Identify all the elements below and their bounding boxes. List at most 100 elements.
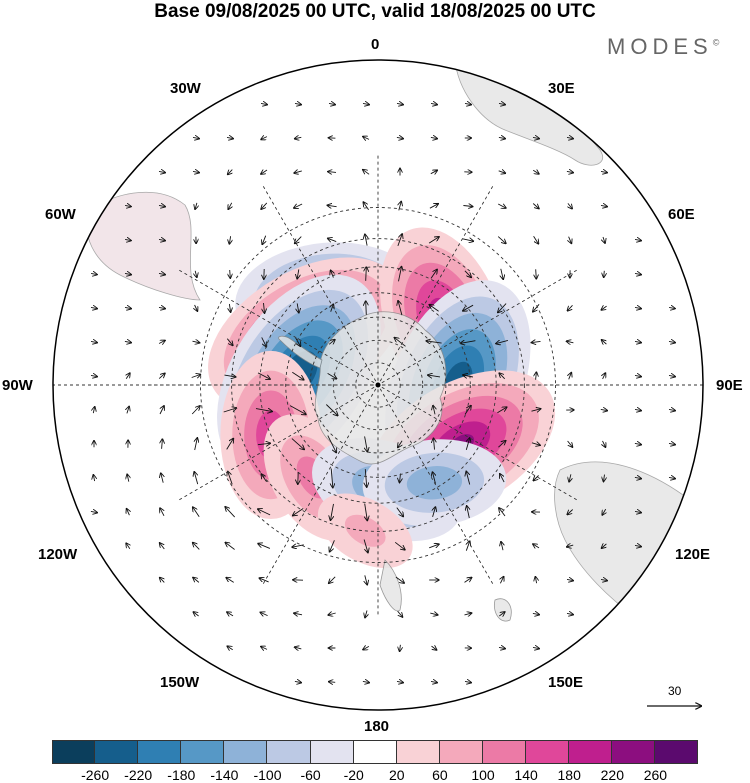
wind-vector (294, 203, 303, 208)
wind-vector (192, 171, 199, 172)
colorbar-cell (138, 740, 182, 764)
wind-vector (498, 647, 505, 648)
wind-vector (224, 375, 236, 377)
wind-vector (634, 477, 641, 478)
wind-vector (464, 406, 471, 415)
colorbar-tick-label: -140 (210, 767, 239, 783)
colorbar-tick-label: 220 (600, 767, 624, 783)
wind-vector (603, 373, 606, 380)
colorbar-tick-label: 180 (557, 767, 581, 783)
wind-vector (668, 341, 675, 342)
wind-vector (124, 341, 131, 342)
wind-vector (161, 473, 163, 483)
wind-vector (124, 273, 131, 274)
wind-vector (292, 545, 304, 547)
wind-vector (429, 305, 439, 312)
latitude-circle (332, 339, 424, 431)
latitude-circle (285, 292, 471, 478)
wind-vector (426, 341, 442, 343)
lon-label-90w: 90W (2, 377, 33, 394)
wind-vector (125, 239, 131, 240)
wind-vector (532, 647, 539, 648)
colorbar-tick-label: 60 (432, 767, 448, 783)
wind-vector (160, 406, 164, 415)
wind-vector (501, 542, 503, 551)
colorbar-cell (310, 740, 354, 764)
wind-vector (634, 409, 641, 410)
wind-vector (600, 171, 607, 172)
lon-label-180: 180 (364, 718, 390, 735)
wind-vector (192, 137, 199, 138)
wind-vector (260, 103, 267, 104)
wind-vector (533, 304, 540, 311)
wind-vector (668, 375, 675, 376)
wind-vector (366, 301, 367, 315)
wind-vector (228, 170, 233, 175)
lon-label-120e: 120E (675, 546, 711, 563)
wind-vector (464, 270, 471, 277)
wind-vector (327, 205, 337, 206)
wind-vector (228, 472, 233, 485)
wind-vector (569, 373, 572, 380)
wind-vector (634, 239, 641, 240)
wind-vector (602, 340, 607, 344)
wind-vector (500, 577, 503, 584)
wind-vector (399, 267, 402, 282)
wind-vector (466, 541, 469, 551)
antarctica (314, 311, 447, 465)
wind-vector (193, 578, 200, 583)
lon-label-60w: 60W (45, 206, 76, 223)
wind-vector (297, 303, 299, 312)
wind-vector (467, 506, 470, 519)
tasmania (493, 598, 512, 622)
wind-vector (158, 373, 165, 379)
wind-vector (500, 474, 505, 483)
map-title: Base 09/08/2025 00 UTC, valid 18/08/2025… (154, 1, 596, 22)
wind-vector (430, 270, 437, 279)
wind-vector (261, 137, 268, 140)
wind-vector (568, 304, 573, 310)
wind-vector (532, 203, 539, 209)
wind-vector (127, 509, 130, 516)
wind-vector (192, 341, 200, 343)
wind-vector (226, 137, 233, 138)
wind-vector (91, 273, 97, 274)
colorbar-cell (482, 740, 527, 764)
wind-vector (602, 508, 605, 515)
wind-vector (365, 234, 367, 246)
colorbar-tick-label: -60 (300, 767, 321, 783)
lon-label-30e: 30E (548, 80, 575, 97)
wind-vector (162, 439, 163, 449)
wind-vector (464, 681, 471, 682)
wind-vector (497, 204, 506, 208)
wind-vector (331, 503, 334, 520)
wind-vector (328, 172, 337, 173)
wind-vector (261, 474, 267, 483)
wind-vector (294, 613, 303, 615)
wind-vector (497, 407, 506, 414)
meridian-line (381, 386, 580, 502)
wind-vector (501, 268, 503, 279)
wind-vector (634, 443, 641, 444)
wind-vector (396, 507, 403, 517)
wind-vector (90, 307, 97, 308)
colorbar-tick-label: 100 (471, 767, 495, 783)
wind-vector (566, 579, 573, 580)
wind-vector (431, 646, 437, 650)
wind-vector (398, 440, 402, 448)
wind-vector (331, 468, 333, 488)
wind-vector (365, 436, 368, 451)
wind-vector (125, 205, 131, 206)
wind-vector (325, 404, 337, 416)
wind-vector (464, 103, 471, 104)
wind-vector (262, 235, 265, 245)
wind-vector (568, 203, 572, 208)
wind-vector (668, 477, 675, 478)
wind-vector (225, 507, 236, 518)
colorbar-cell (52, 740, 96, 764)
wind-vector (158, 273, 165, 274)
wind-vector (362, 103, 369, 104)
wind-vector (463, 375, 473, 377)
wind-vector (429, 544, 439, 548)
wind-vector (293, 508, 304, 516)
